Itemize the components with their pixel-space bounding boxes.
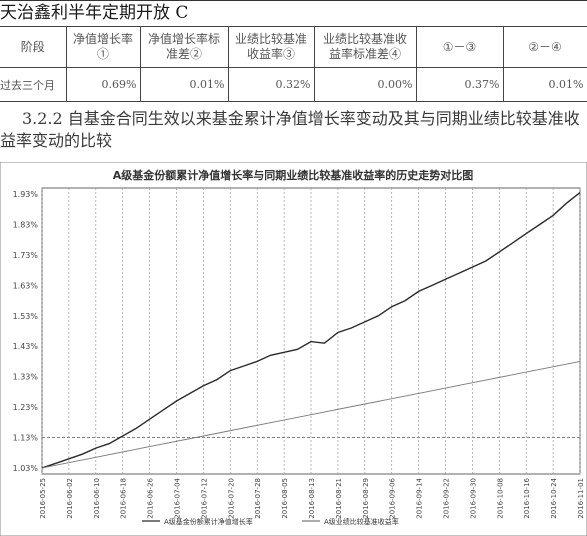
header-diff-2-4: ②－④	[502, 26, 587, 68]
legend-label-benchmark: A级业绩比较基准收益率	[324, 517, 399, 526]
table-cell: 0.69%	[65, 67, 141, 102]
header-benchmark-return: 业绩比较基准收益率③	[227, 26, 315, 68]
x-tick-label: 2016-08-29	[362, 478, 370, 519]
x-tick-label: 2016-08-21	[335, 478, 343, 519]
x-tick-label: 2016-10-24	[550, 477, 558, 518]
y-tick-label: 1.63%	[13, 281, 39, 290]
x-tick-label: 2016-10-16	[523, 477, 531, 518]
x-tick-label: 2016-07-28	[254, 478, 262, 519]
table-cell: 0.00%	[313, 67, 417, 102]
y-tick-label: 1.53%	[13, 312, 39, 321]
x-tick-label: 2016-06-10	[93, 478, 101, 519]
chart-title: A级基金份额累计净值增长率与同期业绩比较基准收益率的历史走势对比图	[113, 168, 474, 182]
x-tick-label: 2016-09-30	[469, 478, 477, 519]
x-tick-label: 2016-09-06	[389, 477, 397, 518]
nav-growth-line	[41, 192, 581, 469]
benchmark-line	[41, 360, 581, 469]
y-tick-label: 1.83%	[13, 221, 39, 230]
y-tick-label: 1.23%	[13, 403, 39, 412]
y-tick-label: 1.13%	[13, 433, 39, 442]
y-tick-label: 1.73%	[13, 251, 39, 260]
x-tick-label: 2016-09-14	[416, 477, 424, 518]
section-heading: 3.2.2 自基金合同生效以来基金累计净值增长率变动及其与同期业绩比较基准收益率…	[0, 109, 580, 150]
x-tick-label: 2016-08-05	[281, 478, 289, 519]
performance-table: 阶段 净值增长率① 净值增长率标准差② 业绩比较基准收益率③ 业绩比较基准收益率…	[0, 26, 587, 102]
x-tick-label: 2016-07-04	[174, 477, 182, 518]
table-cell: 0.01%	[139, 67, 229, 102]
history-chart: A级基金份额累计净值增长率与同期业绩比较基准收益率的历史走势对比图 1.03% 1.…	[0, 162, 587, 536]
y-tick-label: 1.43%	[13, 342, 39, 351]
header-nav-growth-std: 净值增长率标准差②	[139, 26, 229, 68]
header-stage: 阶段	[0, 26, 67, 68]
x-tick-label: 2016-06-18	[120, 478, 128, 519]
x-tick-label: 2016-08-13	[308, 478, 316, 519]
y-tick-label: 1.33%	[13, 373, 39, 382]
y-tick-label: 1.03%	[13, 464, 39, 473]
table-cell: 0.32%	[227, 67, 315, 102]
header-diff-1-3: ①－③	[415, 26, 504, 68]
table-header-row: 阶段 净值增长率① 净值增长率标准差② 业绩比较基准收益率③ 业绩比较基准收益率…	[0, 26, 587, 68]
x-tick-label: 2016-11-01	[577, 478, 585, 519]
header-benchmark-std: 业绩比较基准收益率标准差④	[313, 26, 417, 68]
header-nav-growth: 净值增长率①	[65, 26, 141, 68]
x-tick-label: 2016-06-02	[66, 478, 74, 519]
x-tick-label: 2016-07-12	[200, 478, 208, 519]
x-tick-label: 2016-05-25	[39, 478, 47, 519]
table-cell: 0.01%	[502, 67, 587, 102]
table-cell: 0.37%	[415, 67, 504, 102]
y-tick-label: 1.93%	[13, 190, 39, 199]
legend-label-nav: A级基金份额累计净值增长率	[164, 517, 253, 526]
table-row: 过去三个月 0.69% 0.01% 0.32% 0.00% 0.37% 0.01…	[0, 67, 587, 102]
x-tick-label: 2016-07-20	[227, 478, 235, 519]
x-tick-label: 2016-10-08	[496, 478, 504, 519]
table-cell: 过去三个月	[0, 67, 67, 102]
x-tick-label: 2016-09-22	[443, 478, 451, 519]
x-tick-label: 2016-06-26	[147, 477, 155, 518]
fund-title: 天治鑫利半年定期开放 C	[0, 0, 587, 25]
